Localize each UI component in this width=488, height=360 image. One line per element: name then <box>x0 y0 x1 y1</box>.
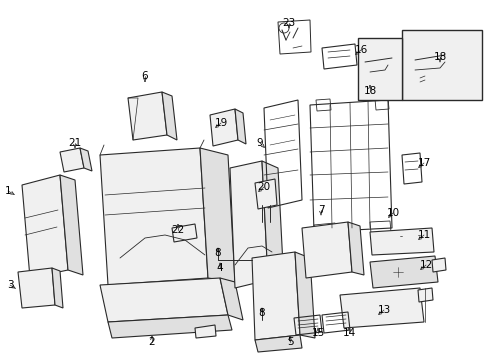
Polygon shape <box>369 228 433 255</box>
Polygon shape <box>417 288 432 302</box>
Polygon shape <box>195 325 216 338</box>
Polygon shape <box>339 288 423 328</box>
Text: 13: 13 <box>377 305 390 315</box>
Polygon shape <box>251 252 299 340</box>
Polygon shape <box>30 275 50 292</box>
Polygon shape <box>200 148 235 282</box>
Polygon shape <box>220 278 243 320</box>
Text: 15: 15 <box>311 328 324 338</box>
Text: 10: 10 <box>386 208 399 218</box>
Text: 2: 2 <box>148 337 155 347</box>
Text: 18: 18 <box>432 52 446 62</box>
Text: 3: 3 <box>7 280 13 290</box>
Text: 4: 4 <box>216 263 223 273</box>
Polygon shape <box>357 38 401 100</box>
Polygon shape <box>294 252 314 338</box>
Polygon shape <box>347 222 363 275</box>
Text: 20: 20 <box>257 182 270 192</box>
Polygon shape <box>18 268 55 308</box>
Polygon shape <box>254 179 276 209</box>
Text: 22: 22 <box>171 225 184 235</box>
Polygon shape <box>172 224 197 242</box>
Polygon shape <box>128 92 167 140</box>
Text: 16: 16 <box>354 45 367 55</box>
Polygon shape <box>209 109 238 146</box>
Text: 6: 6 <box>142 71 148 81</box>
Text: 9: 9 <box>256 138 263 148</box>
Text: 23: 23 <box>282 18 295 28</box>
Polygon shape <box>108 315 231 338</box>
Polygon shape <box>401 30 481 100</box>
Text: 5: 5 <box>286 337 293 347</box>
Text: 18: 18 <box>363 86 376 96</box>
Polygon shape <box>262 161 284 285</box>
Text: 1: 1 <box>5 186 11 196</box>
Text: 21: 21 <box>68 138 81 148</box>
Text: 12: 12 <box>419 260 432 270</box>
Polygon shape <box>162 92 177 140</box>
Polygon shape <box>302 222 351 278</box>
Polygon shape <box>22 175 68 278</box>
Polygon shape <box>431 258 445 272</box>
Text: 14: 14 <box>342 328 355 338</box>
Polygon shape <box>60 175 83 275</box>
Text: 7: 7 <box>317 205 324 215</box>
Text: 8: 8 <box>258 308 265 318</box>
Polygon shape <box>254 335 302 352</box>
Polygon shape <box>229 161 267 288</box>
Text: 19: 19 <box>214 118 227 128</box>
Polygon shape <box>100 148 207 285</box>
Polygon shape <box>60 148 84 172</box>
Text: 11: 11 <box>417 230 430 240</box>
Polygon shape <box>235 109 245 144</box>
Text: 8: 8 <box>214 248 221 258</box>
Polygon shape <box>52 268 63 308</box>
Text: 17: 17 <box>417 158 430 168</box>
Polygon shape <box>369 256 437 288</box>
Polygon shape <box>80 148 92 171</box>
Polygon shape <box>100 278 227 322</box>
